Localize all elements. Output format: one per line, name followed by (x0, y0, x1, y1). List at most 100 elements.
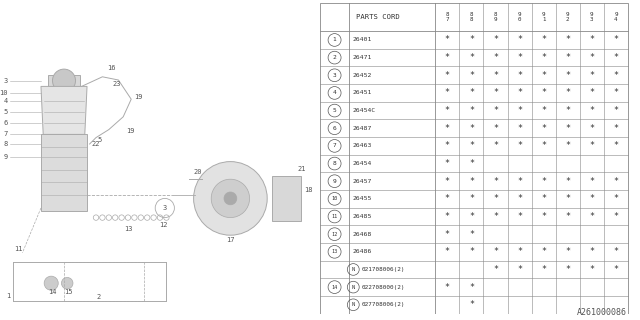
Text: *: * (445, 53, 450, 62)
Text: *: * (613, 71, 618, 80)
Text: 13: 13 (124, 226, 132, 232)
Text: *: * (565, 141, 570, 150)
Text: 26457: 26457 (352, 179, 372, 184)
Text: *: * (589, 36, 595, 44)
Text: 26451: 26451 (352, 91, 372, 95)
Text: *: * (541, 212, 546, 221)
Text: *: * (589, 53, 595, 62)
Text: *: * (613, 36, 618, 44)
Text: 021708006(2): 021708006(2) (362, 267, 405, 272)
Text: 17: 17 (226, 236, 235, 243)
Text: *: * (541, 71, 546, 80)
Text: *: * (469, 53, 474, 62)
Text: 26452: 26452 (352, 73, 372, 78)
Text: PARTS CORD: PARTS CORD (356, 14, 399, 20)
Text: *: * (613, 247, 618, 256)
Text: *: * (445, 230, 450, 239)
Text: *: * (541, 106, 546, 115)
Text: *: * (469, 212, 474, 221)
Text: 14: 14 (48, 289, 56, 295)
Text: *: * (517, 53, 522, 62)
Text: 4: 4 (333, 91, 337, 95)
Text: 1: 1 (6, 292, 11, 299)
Text: *: * (565, 265, 570, 274)
Text: *: * (493, 141, 498, 150)
Text: 12: 12 (332, 232, 338, 237)
Text: *: * (589, 141, 595, 150)
Text: *: * (613, 124, 618, 133)
Text: 2: 2 (333, 55, 337, 60)
Text: 19: 19 (127, 128, 135, 134)
Text: 22: 22 (92, 140, 100, 147)
Text: 4: 4 (4, 98, 8, 104)
Text: *: * (469, 300, 474, 309)
Polygon shape (272, 176, 301, 221)
Text: 9
3: 9 3 (590, 12, 593, 22)
Circle shape (44, 276, 58, 290)
Text: 26454: 26454 (352, 161, 372, 166)
Text: *: * (517, 212, 522, 221)
Text: *: * (541, 247, 546, 256)
Text: 7: 7 (4, 132, 8, 137)
Text: *: * (613, 106, 618, 115)
Text: *: * (493, 53, 498, 62)
Text: *: * (469, 124, 474, 133)
Text: 8
8: 8 8 (470, 12, 473, 22)
Text: *: * (517, 124, 522, 133)
Text: *: * (493, 247, 498, 256)
Text: *: * (541, 194, 546, 203)
Text: 6: 6 (4, 120, 8, 126)
Text: 10: 10 (332, 196, 338, 201)
Text: *: * (541, 53, 546, 62)
Text: 15: 15 (64, 289, 72, 295)
Text: 6: 6 (333, 126, 337, 131)
Text: *: * (565, 247, 570, 256)
Text: *: * (589, 124, 595, 133)
Text: 8: 8 (333, 161, 337, 166)
Text: *: * (565, 88, 570, 97)
Text: *: * (565, 53, 570, 62)
Text: *: * (493, 265, 498, 274)
Text: 3: 3 (163, 205, 167, 211)
Text: 7: 7 (333, 143, 337, 148)
Text: *: * (589, 88, 595, 97)
Text: *: * (517, 141, 522, 150)
Text: 26454C: 26454C (352, 108, 376, 113)
Text: 26471: 26471 (352, 55, 372, 60)
Text: *: * (445, 159, 450, 168)
Text: *: * (493, 194, 498, 203)
Text: *: * (493, 124, 498, 133)
Text: 12: 12 (159, 222, 168, 228)
Text: *: * (613, 177, 618, 186)
Text: *: * (469, 247, 474, 256)
Text: *: * (541, 36, 546, 44)
Text: *: * (445, 247, 450, 256)
Text: *: * (445, 194, 450, 203)
Text: *: * (493, 177, 498, 186)
Polygon shape (41, 134, 87, 211)
Text: 26463: 26463 (352, 143, 372, 148)
Text: 18: 18 (304, 187, 312, 193)
Text: *: * (469, 141, 474, 150)
Text: *: * (517, 194, 522, 203)
Polygon shape (48, 75, 80, 86)
Text: *: * (445, 283, 450, 292)
Text: 3: 3 (333, 73, 337, 78)
Text: *: * (469, 283, 474, 292)
Text: *: * (469, 106, 474, 115)
Text: 9
4: 9 4 (614, 12, 618, 22)
Text: *: * (541, 177, 546, 186)
Text: *: * (469, 88, 474, 97)
Text: 8
7: 8 7 (445, 12, 449, 22)
Circle shape (224, 192, 237, 205)
Text: 1: 1 (333, 37, 337, 43)
Text: *: * (517, 177, 522, 186)
Text: *: * (445, 141, 450, 150)
Text: *: * (589, 71, 595, 80)
Text: A261000086: A261000086 (577, 308, 627, 317)
Text: *: * (469, 71, 474, 80)
Text: 5: 5 (4, 109, 8, 115)
Text: *: * (445, 177, 450, 186)
Text: 26485: 26485 (352, 214, 372, 219)
Text: 9: 9 (333, 179, 337, 184)
